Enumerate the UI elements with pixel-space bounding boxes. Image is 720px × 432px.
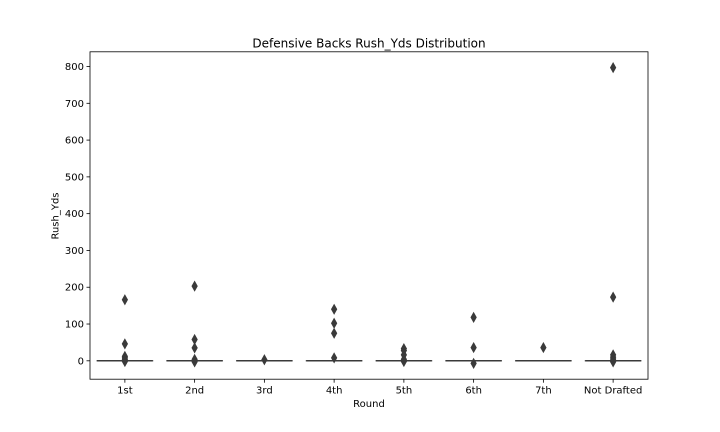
outlier-point	[330, 327, 338, 339]
outlier-point	[191, 342, 198, 354]
x-tick-label: 5th	[396, 386, 413, 397]
y-tick-label: 300	[65, 246, 84, 257]
axes-frame	[89, 51, 649, 380]
outlier-point	[540, 341, 547, 354]
y-tick-label: 200	[65, 283, 84, 294]
y-tick-label: 100	[65, 320, 84, 331]
outlier-point	[330, 352, 338, 364]
box-group	[584, 62, 642, 368]
y-tick-label: 800	[65, 62, 84, 73]
x-axis: 1st 2nd 3rd 4th 5th 6th 7th Not Drafted	[117, 379, 642, 397]
outlier-point	[191, 356, 198, 368]
outlier-point	[330, 317, 338, 329]
y-tick-label: 600	[65, 136, 84, 147]
box-group	[96, 294, 154, 368]
outlier-point	[470, 357, 477, 369]
box-group	[235, 354, 293, 366]
x-axis-label: Round	[353, 399, 385, 410]
outlier-point	[261, 354, 268, 366]
box-group	[375, 343, 433, 368]
x-tick-label: 4th	[326, 386, 343, 397]
outlier-point	[470, 311, 477, 324]
box-group	[445, 311, 503, 369]
y-axis: 0 100 200 300 400 500 600 700 800	[65, 62, 90, 367]
outlier-point	[609, 356, 617, 368]
plot-area	[96, 62, 642, 369]
y-tick-label: 500	[65, 172, 84, 183]
x-tick-label: 3rd	[256, 386, 273, 397]
y-axis-label: Rush_Yds	[51, 192, 62, 239]
outlier-point	[330, 303, 338, 315]
outlier-point	[470, 341, 477, 354]
box-group	[166, 280, 224, 368]
outlier-point	[609, 62, 617, 74]
outlier-point	[121, 338, 129, 350]
x-tick-label: 7th	[535, 386, 552, 397]
x-tick-label: Not Drafted	[584, 386, 642, 397]
x-tick-label: 6th	[465, 386, 482, 397]
outlier-point	[609, 291, 617, 303]
outlier-point	[121, 355, 129, 368]
x-tick-label: 2nd	[185, 386, 204, 397]
y-tick-label: 400	[65, 209, 84, 220]
box-group	[514, 341, 572, 362]
x-tick-label: 1st	[117, 386, 133, 397]
y-tick-label: 700	[65, 99, 84, 110]
y-tick-label: 0	[78, 356, 84, 367]
outlier-point	[191, 280, 198, 292]
box-group	[305, 303, 363, 364]
chart-title: Defensive Backs Rush_Yds Distribution	[252, 37, 485, 51]
outlier-point	[121, 294, 129, 306]
outlier-point	[400, 355, 408, 368]
